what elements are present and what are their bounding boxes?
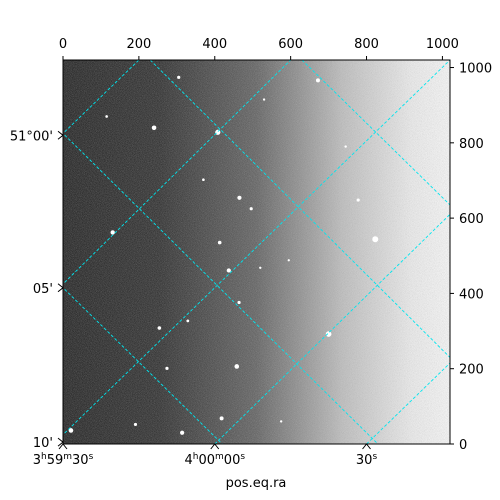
top-tick-label: 0 xyxy=(59,37,67,52)
ra-tick-label: 4h00m00s xyxy=(184,452,245,468)
star xyxy=(202,178,205,182)
star xyxy=(237,195,242,200)
grid-line xyxy=(63,287,223,444)
top-tick-label: 200 xyxy=(126,37,151,52)
grid-line xyxy=(63,60,450,436)
sky-image xyxy=(63,60,450,444)
grid-line xyxy=(301,60,450,206)
star xyxy=(344,145,347,148)
plot-frame xyxy=(62,59,451,445)
ra-tick-label: 30s xyxy=(356,452,378,468)
star xyxy=(259,266,262,270)
star xyxy=(237,300,241,305)
dec-tick xyxy=(57,283,64,293)
star xyxy=(110,230,115,235)
top-tick-label: 1000 xyxy=(426,37,459,52)
right-tick-label: 1000 xyxy=(459,62,492,77)
coordinate-grid xyxy=(63,60,450,444)
star xyxy=(180,430,185,435)
star xyxy=(217,240,222,245)
star xyxy=(165,366,169,370)
grid-line xyxy=(63,60,291,285)
star xyxy=(157,326,162,330)
x-axis-title: pos.eq.ra xyxy=(226,476,287,491)
right-tick-label: 600 xyxy=(459,212,484,227)
grid-line xyxy=(63,60,140,135)
dec-tick-label: 10' xyxy=(33,436,53,451)
top-tick-label: 800 xyxy=(354,37,379,52)
top-pixel-axis: 0 200 400 600 800 1000 xyxy=(59,37,459,60)
star xyxy=(105,115,108,118)
star xyxy=(287,259,290,262)
dec-tick-label: 51°00' xyxy=(10,129,53,144)
star xyxy=(372,236,379,243)
bottom-ra-axis: 3h59m30s 4h00m00s 30s xyxy=(33,443,378,468)
right-pixel-axis: 0 200 400 600 800 1000 xyxy=(450,62,492,453)
grid-line xyxy=(149,60,450,358)
right-tick-label: 0 xyxy=(459,438,467,453)
star xyxy=(186,319,190,323)
grid-line xyxy=(63,132,379,444)
star xyxy=(279,420,283,423)
star xyxy=(315,78,320,83)
star xyxy=(234,364,240,369)
star xyxy=(226,268,231,273)
right-tick-label: 200 xyxy=(459,363,484,378)
star xyxy=(356,198,360,202)
top-tick-label: 400 xyxy=(202,37,227,52)
star xyxy=(177,75,181,79)
right-tick-label: 800 xyxy=(459,137,484,152)
right-tick-label: 400 xyxy=(459,287,484,302)
star-field xyxy=(68,75,379,435)
left-dec-axis: 51°00' 05' 10' xyxy=(10,129,64,451)
star xyxy=(249,207,253,211)
ra-tick-label: 3h59m30s xyxy=(33,452,94,468)
grid-line xyxy=(366,362,450,444)
ra-tick xyxy=(362,443,371,450)
star xyxy=(262,98,266,101)
star xyxy=(219,416,224,421)
star xyxy=(68,428,74,433)
top-tick-label: 600 xyxy=(278,37,303,52)
star xyxy=(151,125,157,131)
star xyxy=(325,331,332,337)
dec-tick xyxy=(57,437,64,447)
ra-tick xyxy=(58,443,68,450)
dec-tick xyxy=(57,130,64,140)
dec-tick-label: 05' xyxy=(33,282,53,297)
ra-tick xyxy=(210,443,220,450)
star xyxy=(133,422,138,427)
